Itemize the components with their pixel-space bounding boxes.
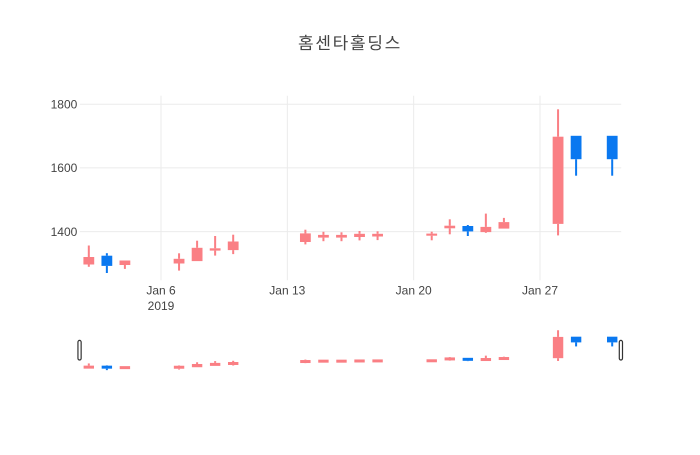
svg-text:2019: 2019 [148, 299, 175, 313]
svg-text:Jan 6: Jan 6 [146, 284, 176, 298]
svg-text:1800: 1800 [51, 98, 78, 112]
svg-text:1400: 1400 [51, 225, 78, 239]
svg-text:Jan 13: Jan 13 [269, 284, 305, 298]
svg-text:Jan 20: Jan 20 [396, 284, 432, 298]
svg-text:Jan 27: Jan 27 [522, 284, 558, 298]
svg-text:1600: 1600 [51, 161, 78, 175]
